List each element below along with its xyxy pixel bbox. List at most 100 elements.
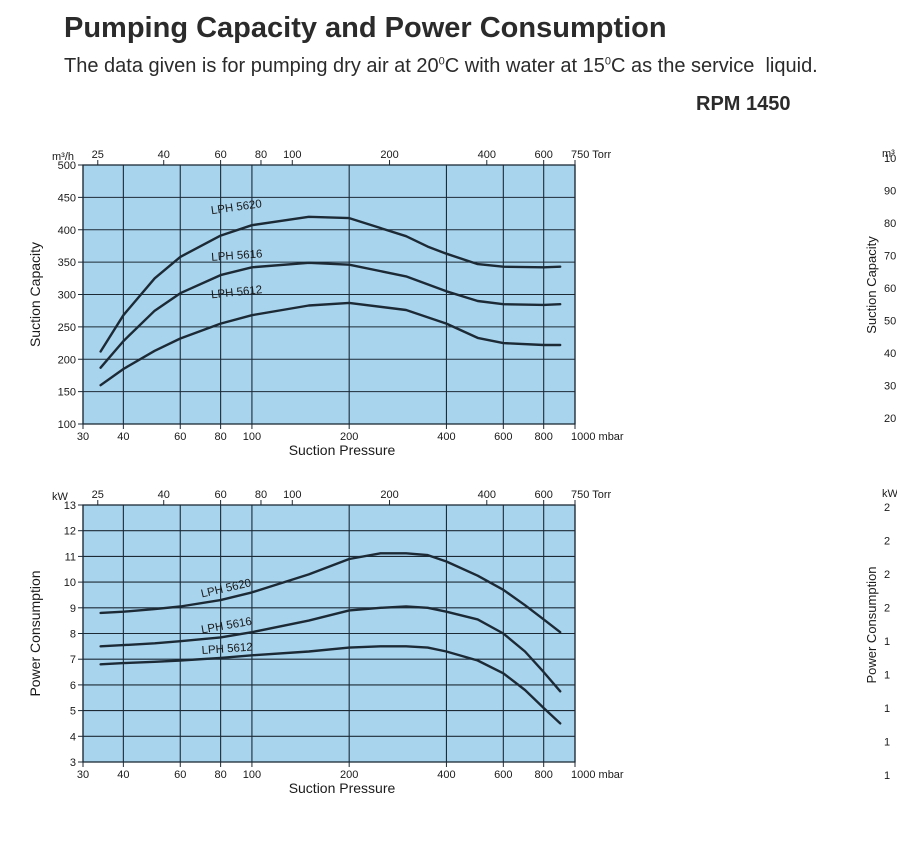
partial-y-tick-label: 1 <box>884 737 890 749</box>
top-x-tick-label: 40 <box>158 149 170 161</box>
suction-capacity-chart: 100 150 200 250 300 350 400 450 500 30 40 60 80 100 20… <box>27 149 624 458</box>
top-x-tick-label: 750 Torr <box>571 149 611 161</box>
partial-y-tick-label: 20 <box>884 413 896 425</box>
series-line-lph-5620 <box>99 215 562 353</box>
x-tick-label: 400 <box>437 769 455 781</box>
top-x-tick-label: 100 <box>283 149 301 161</box>
y-axis-title: Suction Capacity <box>27 242 43 347</box>
series-line-lph-5620 <box>99 552 562 634</box>
power-consumption-chart: 3 4 5 6 7 8 9 10 11 12 13 30 40 60 80 100 200 400 600 800 10… <box>27 489 624 796</box>
partial-y-tick-label: 1 <box>884 636 890 648</box>
y-axis-title: Power Consumption <box>27 570 43 696</box>
y-tick-label: 100 <box>58 419 76 431</box>
x-tick-label: 30 <box>77 431 89 443</box>
series-line-lph-5616 <box>99 605 562 693</box>
partial-y-tick-label: 2 <box>884 502 890 514</box>
partial-y-tick-label: 60 <box>884 283 896 295</box>
y-tick-label: 7 <box>70 654 76 666</box>
x-tick-label: 600 <box>494 769 512 781</box>
y-unit-label: m³/h <box>52 151 74 163</box>
partial-y-unit-label: m³ <box>882 148 895 160</box>
partial-y-tick-label: 2 <box>884 569 890 581</box>
partial-y-axis-title: Power Consumption <box>864 566 879 683</box>
y-tick-label: 13 <box>64 500 76 512</box>
partial-y-tick-label: 1 <box>884 770 890 782</box>
y-tick-label: 350 <box>58 257 76 269</box>
x-tick-label: 100 <box>243 769 261 781</box>
y-tick-label: 11 <box>65 551 76 563</box>
partial-y-tick-label: 30 <box>884 381 896 393</box>
y-tick-label: 200 <box>58 354 76 366</box>
subtitle-part-3: C as the service liquid. <box>610 55 818 77</box>
y-tick-label: 450 <box>58 192 76 204</box>
rpm-label: RPM 1450 <box>696 93 791 115</box>
x-axis-title: Suction Pressure <box>289 442 396 458</box>
x-tick-label: 40 <box>117 769 129 781</box>
partial-y-tick-label: 80 <box>884 218 896 230</box>
y-tick-label: 150 <box>58 387 76 399</box>
series-line-lph-5612 <box>99 645 562 725</box>
subtitle-superscript-2: 0 <box>604 55 611 68</box>
x-tick-label: 800 <box>535 431 553 443</box>
partial-y-unit-label: kW <box>882 488 897 500</box>
plot-frame <box>82 504 576 763</box>
x-tick-label: 30 <box>77 769 89 781</box>
x-tick-label: 40 <box>117 431 129 443</box>
y-tick-label: 5 <box>70 706 76 718</box>
top-x-tick-label: 200 <box>380 149 398 161</box>
top-x-tick-label: 100 <box>283 489 301 501</box>
x-tick-label: 60 <box>174 769 186 781</box>
plot-frame <box>82 164 576 425</box>
partial-y-tick-label: 10 <box>884 153 896 165</box>
top-x-tick-label: 400 <box>478 149 496 161</box>
x-axis-title: Suction Pressure <box>289 780 396 796</box>
partial-y-tick-label: 40 <box>884 348 896 360</box>
series-line-lph-5616 <box>99 261 562 369</box>
series-label: LPH 5612 <box>211 284 263 301</box>
x-tick-label: 400 <box>437 431 455 443</box>
top-x-tick-label: 40 <box>158 489 170 501</box>
x-tick-label: 1000 mbar <box>571 431 624 443</box>
page-subtitle: The data given is for pumping dry air at… <box>64 55 818 78</box>
x-tick-label: 80 <box>214 431 226 443</box>
x-tick-label: 200 <box>340 431 358 443</box>
page-title: Pumping Capacity and Power Consumption <box>64 12 667 44</box>
subtitle-superscript-1: 0 <box>438 55 445 68</box>
y-unit-label: kW <box>52 491 69 503</box>
top-x-tick-label: 80 <box>255 489 267 501</box>
top-x-tick-label: 200 <box>380 489 398 501</box>
x-tick-label: 100 <box>243 431 261 443</box>
partial-y-tick-label: 50 <box>884 316 896 328</box>
y-tick-label: 500 <box>58 160 76 172</box>
power-consumption-chart-partial: Power Consumption kW 2 2 2 2 1 1 1 1 1 <box>864 488 897 782</box>
subtitle-part-2: C with water at 15 <box>444 55 605 77</box>
x-tick-label: 80 <box>214 769 226 781</box>
series-label: LPH 5616 <box>211 248 263 264</box>
y-tick-label: 4 <box>70 731 76 743</box>
partial-y-tick-label: 1 <box>884 670 890 682</box>
y-tick-label: 3 <box>70 757 76 769</box>
partial-y-axis-title: Suction Capacity <box>864 236 879 334</box>
y-tick-label: 9 <box>70 603 76 615</box>
top-x-tick-label: 750 Torr <box>571 489 611 501</box>
partial-y-tick-label: 1 <box>884 703 890 715</box>
y-tick-label: 300 <box>58 290 76 302</box>
x-tick-label: 600 <box>494 431 512 443</box>
series-label: LPH 5612 <box>201 642 253 658</box>
y-tick-label: 12 <box>64 526 76 538</box>
x-tick-label: 60 <box>174 431 186 443</box>
top-x-tick-label: 60 <box>214 149 226 161</box>
top-x-tick-label: 600 <box>534 149 552 161</box>
top-x-tick-label: 600 <box>534 489 552 501</box>
y-tick-label: 6 <box>70 680 76 692</box>
subtitle-part-1: The data given is for pumping dry air at… <box>64 55 439 77</box>
top-x-tick-label: 25 <box>92 489 104 501</box>
y-tick-label: 10 <box>64 577 76 589</box>
top-x-tick-label: 80 <box>255 149 267 161</box>
partial-y-tick-label: 2 <box>884 536 890 548</box>
x-tick-label: 1000 mbar <box>571 769 624 781</box>
series-line-lph-5612 <box>99 301 562 387</box>
top-x-tick-label: 400 <box>478 489 496 501</box>
top-x-tick-label: 60 <box>214 489 226 501</box>
